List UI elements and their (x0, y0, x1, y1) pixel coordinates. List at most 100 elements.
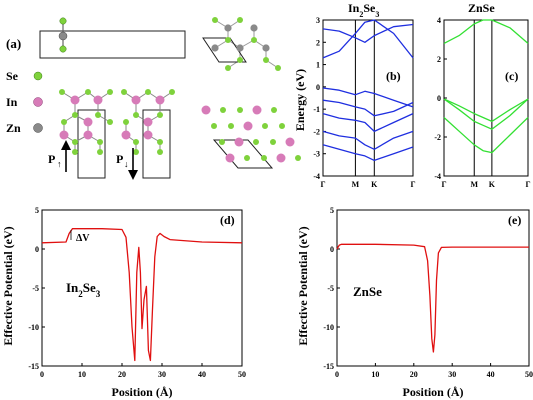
y-tick-label: 0 (35, 245, 39, 254)
x-tick-label: Γ (525, 180, 530, 189)
y-tick-label: 0 (437, 94, 441, 103)
series-line-2 (443, 98, 529, 130)
slab-side-view (39, 17, 186, 59)
panel-c-title: ZnSe (468, 1, 495, 15)
se-atom (262, 123, 268, 129)
x-tick-label: 40 (487, 370, 495, 379)
legend-zn-label: Zn (6, 121, 21, 135)
panel-c-band-structure: ZnSe 420-2-4Γ M K Γ (c) (434, 1, 530, 189)
series-line-3 (322, 99, 414, 117)
legend-zn-swatch (33, 123, 43, 133)
se-atom (211, 123, 217, 129)
se-atom (219, 139, 225, 145)
panel-b-ylabel: Energy (eV) (293, 69, 307, 131)
panel-b-title: In2Se3 (348, 1, 379, 19)
x-tick-label: 20 (410, 370, 418, 379)
series-line-3 (443, 117, 529, 154)
x-tick-label: 10 (78, 370, 86, 379)
x-tick-label: Γ (410, 180, 415, 189)
se-atom (228, 123, 234, 129)
x-tick-label: M (470, 180, 478, 189)
y-tick-label: 2 (437, 55, 441, 64)
p-up-subscript: ↑ (57, 159, 62, 169)
x-tick-label: 10 (371, 370, 379, 379)
y-tick-label: -3 (313, 150, 320, 159)
y-tick-label: 4 (437, 16, 441, 25)
x-tick-label: K (489, 180, 496, 189)
y-tick-label: -2 (313, 127, 320, 136)
x-tick-label: 0 (335, 370, 339, 379)
series-line-2 (322, 87, 414, 108)
y-tick-label: -15 (323, 362, 334, 371)
plot-b-frame (322, 19, 414, 177)
x-tick-label: 0 (40, 370, 44, 379)
y-tick-label: 5 (330, 206, 334, 215)
p-up-label: P (48, 152, 55, 166)
panel-e-effective-potential: Effective Potential (eV) Position (Å) 50… (296, 206, 533, 399)
panel-e-ylabel: Effective Potential (eV) (296, 226, 310, 345)
x-tick-label: Γ (320, 180, 325, 189)
panel-d-label: (d) (220, 213, 235, 227)
y-tick-label: -10 (28, 323, 39, 332)
in-atom (276, 153, 286, 163)
se-atom (271, 107, 277, 113)
y-tick-label: -1 (313, 105, 320, 114)
p-down-label: P (116, 152, 123, 166)
panel-d-inset-label: In2Se3 (66, 280, 101, 299)
y-tick-label: 0 (330, 245, 334, 254)
panel-e-inset-label: ZnSe (353, 284, 382, 299)
p-up-arrow: P ↑ (48, 140, 71, 172)
in-atom (285, 137, 295, 147)
x-tick-label: K (371, 180, 378, 189)
y-tick-label: 3 (316, 16, 320, 25)
panel-d-effective-potential: Effective Potential (eV) Position (Å) 5 0… (1, 206, 246, 399)
se-atom (261, 155, 267, 161)
panel-e-label: (e) (508, 213, 521, 227)
y-tick-label: 5 (35, 206, 39, 215)
in-atom (201, 105, 211, 115)
x-tick-label: Γ (441, 180, 446, 189)
x-tick-label: 30 (158, 370, 166, 379)
in-atom (225, 153, 235, 163)
se-atom (279, 123, 285, 129)
in2se3-top-view (201, 105, 301, 169)
znse-top-view (202, 17, 281, 71)
series-line-0 (41, 228, 243, 362)
y-tick-label: -2 (434, 133, 441, 142)
y-tick-label: -4 (434, 172, 441, 181)
y-tick-label: -5 (32, 284, 39, 293)
series-line-1 (322, 19, 414, 59)
p-down-subscript: ↓ (124, 159, 129, 169)
panel-a-label: (a) (6, 36, 21, 51)
plot-c-frame (443, 19, 529, 177)
se-atom (270, 139, 276, 145)
panel-c-label: (c) (505, 69, 518, 83)
x-tick-label: 20 (118, 370, 126, 379)
x-tick-label: 30 (448, 370, 456, 379)
se-atom (295, 155, 301, 161)
series-line-0 (336, 243, 529, 353)
y-tick-label: -15 (28, 362, 39, 371)
y-tick-label: -4 (313, 172, 320, 181)
legend-se-label: Se (6, 69, 19, 83)
x-tick-label: 50 (525, 370, 533, 379)
panel-d-xlabel: Position (Å) (112, 385, 173, 399)
panel-d-ylabel: Effective Potential (eV) (1, 226, 15, 345)
series-line-4 (322, 112, 414, 133)
x-tick-label: M (352, 180, 360, 189)
series-line-5 (322, 130, 414, 150)
panel-a: (a) (6, 17, 301, 180)
se-atom (244, 155, 250, 161)
panel-b-label: (b) (386, 69, 401, 83)
legend-in-label: In (6, 95, 18, 109)
series-line-6 (322, 144, 414, 162)
in-atom (243, 121, 253, 131)
atom-legend: Se In Zn (6, 69, 43, 135)
series-line-1 (443, 98, 529, 123)
y-tick-label: -10 (323, 323, 334, 332)
p-down-arrow: P ↓ (116, 148, 138, 180)
x-tick-label: 40 (198, 370, 206, 379)
series-line-0 (322, 23, 414, 43)
panel-e-xlabel: Position (Å) (403, 385, 464, 399)
